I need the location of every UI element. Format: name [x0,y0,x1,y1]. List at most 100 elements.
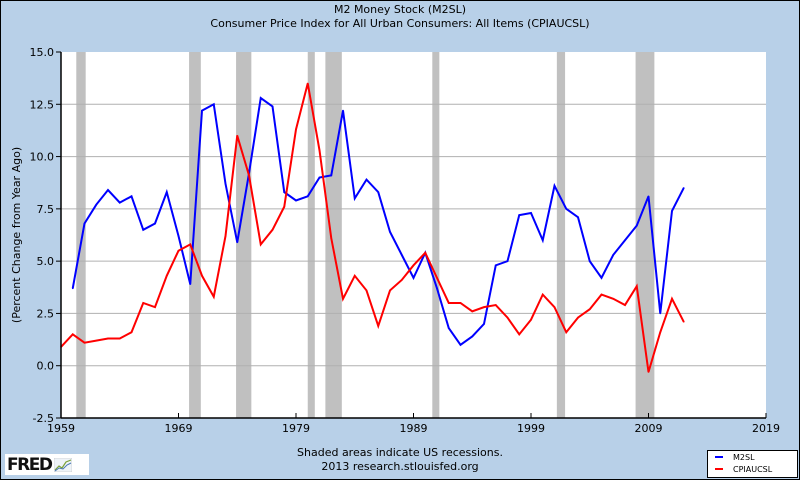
y-tick-label: 7.5 [37,203,55,216]
data-point-m2sl [177,235,180,237]
fred-logo[interactable]: FRED [5,454,89,475]
data-point-m2sl [271,105,274,108]
data-point-cpiaucsl [83,341,86,344]
data-point-cpiaucsl [588,308,591,311]
x-tick-label: 2019 [752,422,780,435]
data-point-m2sl [283,191,286,193]
y-tick-label: 0.0 [37,360,55,373]
legend-label: M2SL [733,452,755,462]
data-point-m2sl [635,224,638,227]
data-point-m2sl [553,185,556,187]
axes: -2.5 0.0 2.5 5.0 7.5 10.0 12.5 15.0 1959 1969 1979… [30,46,781,435]
data-point-cpiaucsl [224,235,227,237]
data-point-cpiaucsl [248,174,250,177]
data-point-cpiaucsl [565,331,568,334]
data-point-m2sl [682,187,685,189]
data-point-cpiaucsl [412,264,415,267]
y-tick-label: 15.0 [30,46,55,59]
data-point-m2sl [400,254,403,256]
data-point-cpiaucsl [577,316,579,319]
legend-swatch-cpiaucsl [715,468,723,470]
data-point-m2sl [224,182,227,185]
data-point-cpiaucsl [471,310,474,313]
recession-shading [76,52,655,418]
data-point-cpiaucsl [624,304,626,306]
data-point-cpiaucsl [365,289,368,292]
data-point-m2sl [412,277,415,279]
data-point-cpiaucsl [95,339,98,342]
data-point-m2sl [154,222,156,225]
series-line-cpiaucsl [60,83,685,373]
x-tick-label: 2009 [635,422,663,435]
series-lines [60,82,685,373]
data-point-m2sl [142,228,145,231]
x-tick-label: 1999 [517,422,545,435]
chart-subtitle: Consumer Price Index for All Urban Consu… [210,17,590,30]
data-point-cpiaucsl [530,318,532,321]
data-point-m2sl [259,97,262,99]
y-tick-label: 10.0 [30,151,55,164]
data-point-m2sl [647,195,650,198]
data-point-m2sl [189,283,192,285]
data-point-m2sl [201,109,203,112]
data-point-m2sl [365,178,368,181]
data-point-cpiaucsl [389,289,391,292]
y-tick-label: 12.5 [30,98,55,111]
data-point-cpiaucsl [154,306,156,308]
data-point-m2sl [588,260,591,262]
data-point-cpiaucsl [459,302,462,304]
data-point-cpiaucsl [306,82,309,85]
data-point-cpiaucsl [553,306,556,308]
data-point-cpiaucsl [130,331,133,334]
data-point-cpiaucsl [377,325,380,327]
recession-band [635,52,655,418]
data-point-m2sl [306,195,309,198]
data-point-m2sl [471,335,474,338]
data-point-cpiaucsl [295,128,297,131]
data-point-m2sl [71,287,74,290]
data-point-cpiaucsl [647,371,650,373]
y-tick-label: -2.5 [33,412,54,425]
data-point-m2sl [436,287,438,290]
data-point-cpiaucsl [71,333,74,336]
data-point-m2sl [483,323,485,325]
data-point-cpiaucsl [342,297,344,300]
data-point-m2sl [236,241,239,244]
data-point-m2sl [612,254,615,256]
recession-band [556,52,566,418]
data-point-m2sl [95,203,98,206]
data-point-cpiaucsl [436,277,438,279]
y-axis-label: (Percent Change from Year Ago) [10,147,23,323]
data-point-cpiaucsl [506,316,509,319]
data-point-m2sl [389,231,391,233]
data-point-cpiaucsl [212,295,215,298]
data-point-cpiaucsl [107,337,109,340]
legend-swatch-m2sl [715,456,723,458]
source-note[interactable]: 2013 research.stlouisfed.org [321,460,479,473]
data-point-cpiaucsl [271,228,274,231]
data-point-cpiaucsl [541,293,544,296]
data-point-m2sl [342,109,344,112]
data-point-m2sl [447,327,450,329]
x-tick-label: 1979 [282,422,310,435]
data-point-m2sl [565,208,568,210]
data-point-cpiaucsl [201,274,203,277]
data-point-m2sl [624,239,626,242]
data-point-m2sl [659,312,662,315]
data-point-m2sl [494,264,497,267]
data-point-cpiaucsl [612,297,615,300]
y-tick-label: 2.5 [37,307,55,320]
data-point-cpiaucsl [236,134,239,137]
data-point-cpiaucsl [659,331,662,334]
data-point-cpiaucsl [142,302,145,304]
data-point-cpiaucsl [353,274,356,277]
data-point-m2sl [671,210,673,212]
data-point-m2sl [518,214,521,216]
data-point-cpiaucsl [447,302,450,304]
data-point-m2sl [330,174,333,177]
fred-logo-text: FRED [7,454,53,475]
x-tick-label: 1959 [47,422,75,435]
grid-lines [61,103,766,367]
x-tick-label: 1989 [400,422,428,435]
data-point-m2sl [353,197,356,200]
